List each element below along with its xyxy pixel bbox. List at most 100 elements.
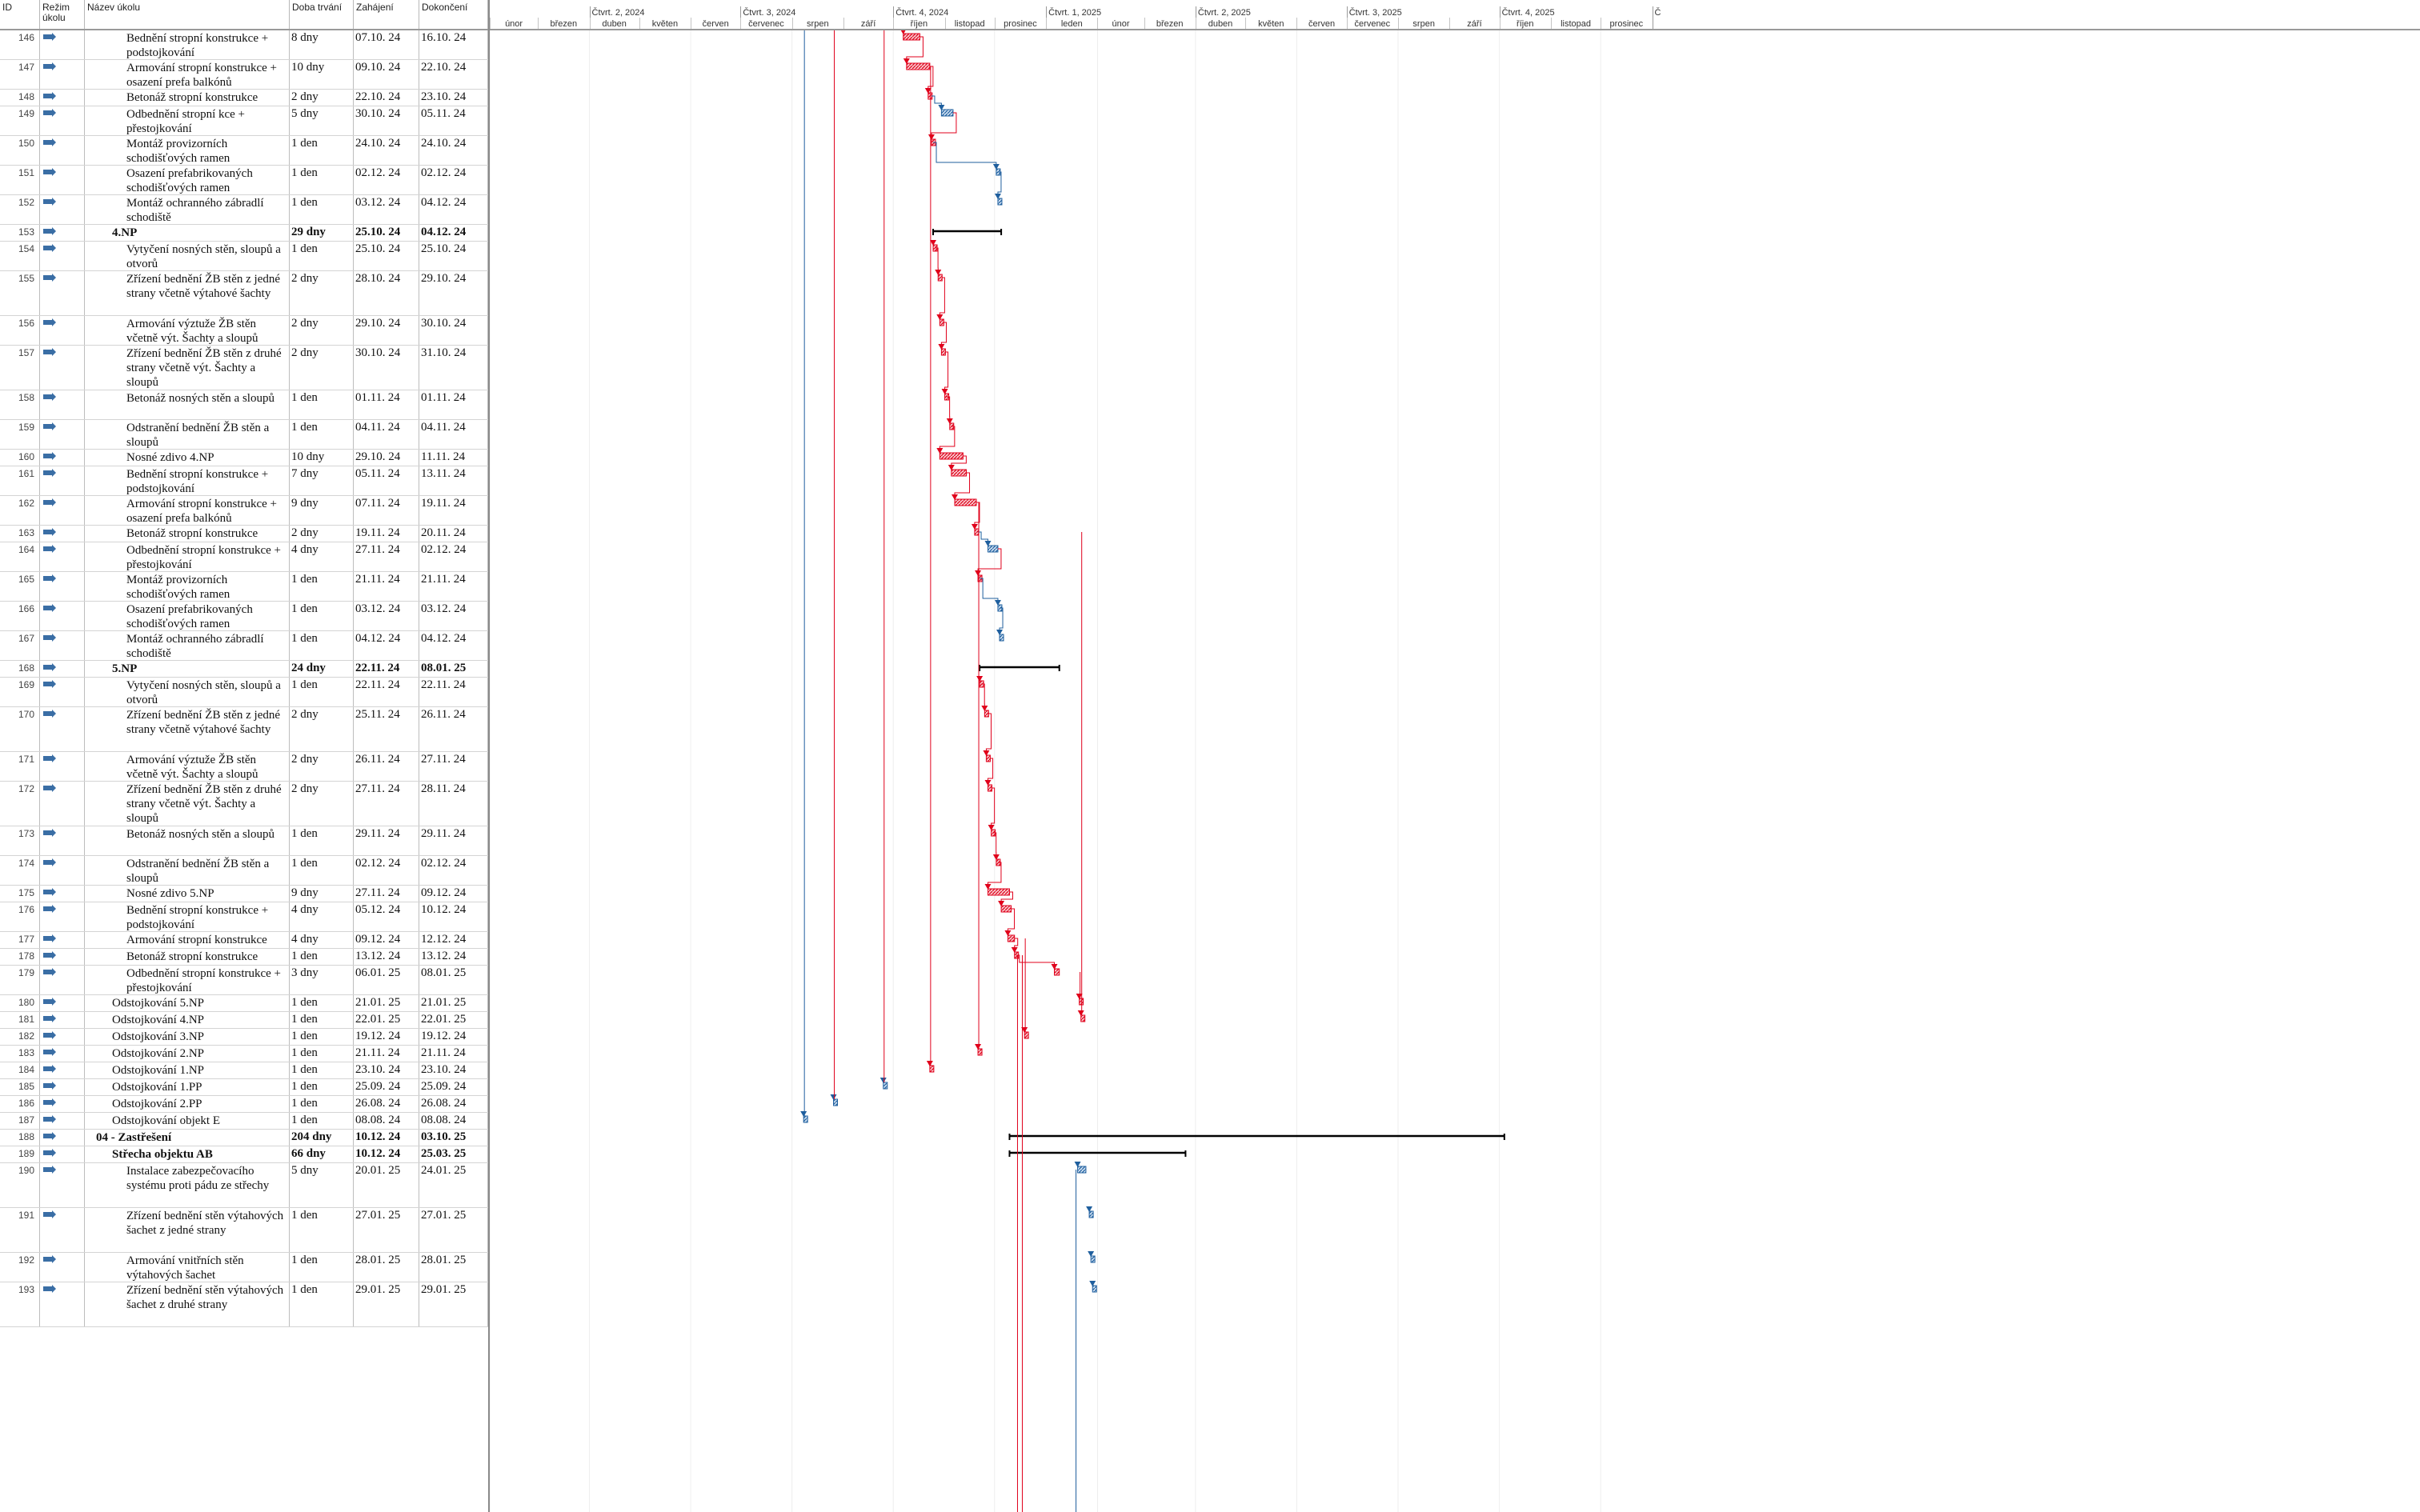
task-row[interactable]: 189 Střecha objektu AB 66 dny 10.12. 24 25.0… bbox=[0, 1146, 488, 1163]
grid-chart-splitter[interactable] bbox=[488, 0, 490, 1512]
task-mode-cell[interactable] bbox=[40, 166, 85, 194]
task-name[interactable]: 5.NP bbox=[85, 661, 290, 677]
task-duration[interactable]: 10 dny bbox=[290, 450, 354, 466]
task-start[interactable]: 23.10. 24 bbox=[354, 1062, 419, 1078]
task-mode-cell[interactable] bbox=[40, 1079, 85, 1095]
task-mode-cell[interactable] bbox=[40, 136, 85, 165]
task-start[interactable]: 22.10. 24 bbox=[354, 90, 419, 106]
task-name[interactable]: Nosné zdivo 4.NP bbox=[85, 450, 290, 466]
task-mode-cell[interactable] bbox=[40, 782, 85, 826]
task-finish[interactable]: 04.11. 24 bbox=[419, 420, 488, 449]
task-mode-cell[interactable] bbox=[40, 271, 85, 315]
task-name[interactable]: Odstojkování 3.NP bbox=[85, 1029, 290, 1045]
task-finish[interactable]: 13.12. 24 bbox=[419, 949, 488, 965]
task-duration[interactable]: 66 dny bbox=[290, 1146, 354, 1162]
task-finish[interactable]: 11.11. 24 bbox=[419, 450, 488, 466]
task-finish[interactable]: 29.01. 25 bbox=[419, 1282, 488, 1326]
task-duration[interactable]: 2 dny bbox=[290, 752, 354, 781]
task-start[interactable]: 02.12. 24 bbox=[354, 166, 419, 194]
task-duration[interactable]: 1 den bbox=[290, 242, 354, 270]
task-row[interactable]: 176 Bednění stropní konstrukce + podstojk… bbox=[0, 902, 488, 932]
task-start[interactable]: 25.11. 24 bbox=[354, 707, 419, 751]
task-name[interactable]: Osazení prefabrikovaných schodišťových r… bbox=[85, 602, 290, 630]
column-header-mode[interactable]: Režim úkolu bbox=[40, 0, 85, 29]
task-row[interactable]: 188 04 - Zastřešení 204 dny 10.12. 24 03.10.… bbox=[0, 1130, 488, 1146]
task-bar[interactable] bbox=[803, 1115, 808, 1123]
task-duration[interactable]: 1 den bbox=[290, 949, 354, 965]
task-duration[interactable]: 1 den bbox=[290, 1079, 354, 1095]
task-start[interactable]: 30.10. 24 bbox=[354, 346, 419, 390]
task-finish[interactable]: 03.10. 25 bbox=[419, 1130, 488, 1146]
task-finish[interactable]: 08.08. 24 bbox=[419, 1113, 488, 1129]
task-name[interactable]: Zřízení bednění stěn výtahových šachet z… bbox=[85, 1282, 290, 1326]
task-duration[interactable]: 5 dny bbox=[290, 106, 354, 135]
task-mode-cell[interactable] bbox=[40, 949, 85, 965]
task-bar[interactable] bbox=[1088, 1210, 1094, 1218]
task-finish[interactable]: 25.09. 24 bbox=[419, 1079, 488, 1095]
task-bar[interactable] bbox=[1090, 1255, 1096, 1263]
task-name[interactable]: Montáž provizorních schodišťových ramen bbox=[85, 136, 290, 165]
task-finish[interactable]: 21.11. 24 bbox=[419, 572, 488, 601]
task-name[interactable]: Betonáž nosných stěn a sloupů bbox=[85, 390, 290, 419]
task-mode-cell[interactable] bbox=[40, 225, 85, 241]
task-name[interactable]: Zřízení bednění ŽB stěn z jedné strany v… bbox=[85, 271, 290, 315]
task-duration[interactable]: 1 den bbox=[290, 1113, 354, 1129]
task-finish[interactable]: 23.10. 24 bbox=[419, 1062, 488, 1078]
task-duration[interactable]: 2 dny bbox=[290, 707, 354, 751]
task-mode-cell[interactable] bbox=[40, 752, 85, 781]
task-duration[interactable]: 8 dny bbox=[290, 30, 354, 59]
task-start[interactable]: 10.12. 24 bbox=[354, 1146, 419, 1162]
task-duration[interactable]: 5 dny bbox=[290, 1163, 354, 1207]
task-row[interactable]: 165 Montáž provizorních schodišťových ram… bbox=[0, 572, 488, 602]
task-finish[interactable]: 24.10. 24 bbox=[419, 136, 488, 165]
task-start[interactable]: 27.01. 25 bbox=[354, 1208, 419, 1252]
task-finish[interactable]: 31.10. 24 bbox=[419, 346, 488, 390]
task-finish[interactable]: 04.12. 24 bbox=[419, 195, 488, 224]
task-start[interactable]: 21.01. 25 bbox=[354, 995, 419, 1011]
task-row[interactable]: 177 Armování stropní konstrukce 4 dny 09.12… bbox=[0, 932, 488, 949]
task-duration[interactable]: 1 den bbox=[290, 1046, 354, 1062]
task-mode-cell[interactable] bbox=[40, 542, 85, 571]
task-bar[interactable] bbox=[988, 888, 1010, 896]
task-mode-cell[interactable] bbox=[40, 420, 85, 449]
task-start[interactable]: 04.12. 24 bbox=[354, 631, 419, 660]
task-row[interactable]: 169 Vytyčení nosných stěn, sloupů a otvor… bbox=[0, 678, 488, 707]
task-duration[interactable]: 1 den bbox=[290, 678, 354, 706]
task-name[interactable]: 4.NP bbox=[85, 225, 290, 241]
task-finish[interactable]: 08.01. 25 bbox=[419, 661, 488, 677]
task-mode-cell[interactable] bbox=[40, 1096, 85, 1112]
task-mode-cell[interactable] bbox=[40, 242, 85, 270]
task-mode-cell[interactable] bbox=[40, 826, 85, 855]
task-start[interactable]: 20.01. 25 bbox=[354, 1163, 419, 1207]
task-bar[interactable] bbox=[903, 33, 920, 41]
task-row[interactable]: 178 Betonáž stropní konstrukce 1 den 13.12.… bbox=[0, 949, 488, 966]
task-mode-cell[interactable] bbox=[40, 1046, 85, 1062]
task-bar[interactable] bbox=[833, 1098, 839, 1106]
task-name[interactable]: Odstojkování 5.NP bbox=[85, 995, 290, 1011]
task-finish[interactable]: 02.12. 24 bbox=[419, 856, 488, 885]
task-start[interactable]: 05.12. 24 bbox=[354, 902, 419, 931]
task-finish[interactable]: 16.10. 24 bbox=[419, 30, 488, 59]
task-name[interactable]: Betonáž nosných stěn a sloupů bbox=[85, 826, 290, 855]
task-finish[interactable]: 13.11. 24 bbox=[419, 466, 488, 495]
task-row[interactable]: 182 Odstojkování 3.NP 1 den 19.12. 24 19.12.… bbox=[0, 1029, 488, 1046]
task-name[interactable]: Betonáž stropní konstrukce bbox=[85, 90, 290, 106]
task-row[interactable]: 150 Montáž provizorních schodišťových ram… bbox=[0, 136, 488, 166]
task-start[interactable]: 25.10. 24 bbox=[354, 242, 419, 270]
task-row[interactable]: 171 Armování výztuže ŽB stěn včetně výt. … bbox=[0, 752, 488, 782]
task-mode-cell[interactable] bbox=[40, 496, 85, 525]
task-name[interactable]: Střecha objektu AB bbox=[85, 1146, 290, 1162]
task-name[interactable]: Odstranění bednění ŽB stěn a sloupů bbox=[85, 420, 290, 449]
task-row[interactable]: 193 Zřízení bednění stěn výtahových šache… bbox=[0, 1282, 488, 1327]
task-mode-cell[interactable] bbox=[40, 995, 85, 1011]
task-name[interactable]: Betonáž stropní konstrukce bbox=[85, 526, 290, 542]
task-start[interactable]: 06.01. 25 bbox=[354, 966, 419, 994]
task-row[interactable]: 192 Armování vnitřních stěn výtahových ša… bbox=[0, 1253, 488, 1282]
task-finish[interactable]: 09.12. 24 bbox=[419, 886, 488, 902]
task-bar[interactable] bbox=[1092, 1285, 1097, 1293]
task-finish[interactable]: 02.12. 24 bbox=[419, 542, 488, 571]
task-start[interactable]: 02.12. 24 bbox=[354, 856, 419, 885]
task-finish[interactable]: 22.10. 24 bbox=[419, 60, 488, 89]
task-name[interactable]: Odbednění stropní kce + přestojkování bbox=[85, 106, 290, 135]
task-duration[interactable]: 1 den bbox=[290, 1208, 354, 1252]
